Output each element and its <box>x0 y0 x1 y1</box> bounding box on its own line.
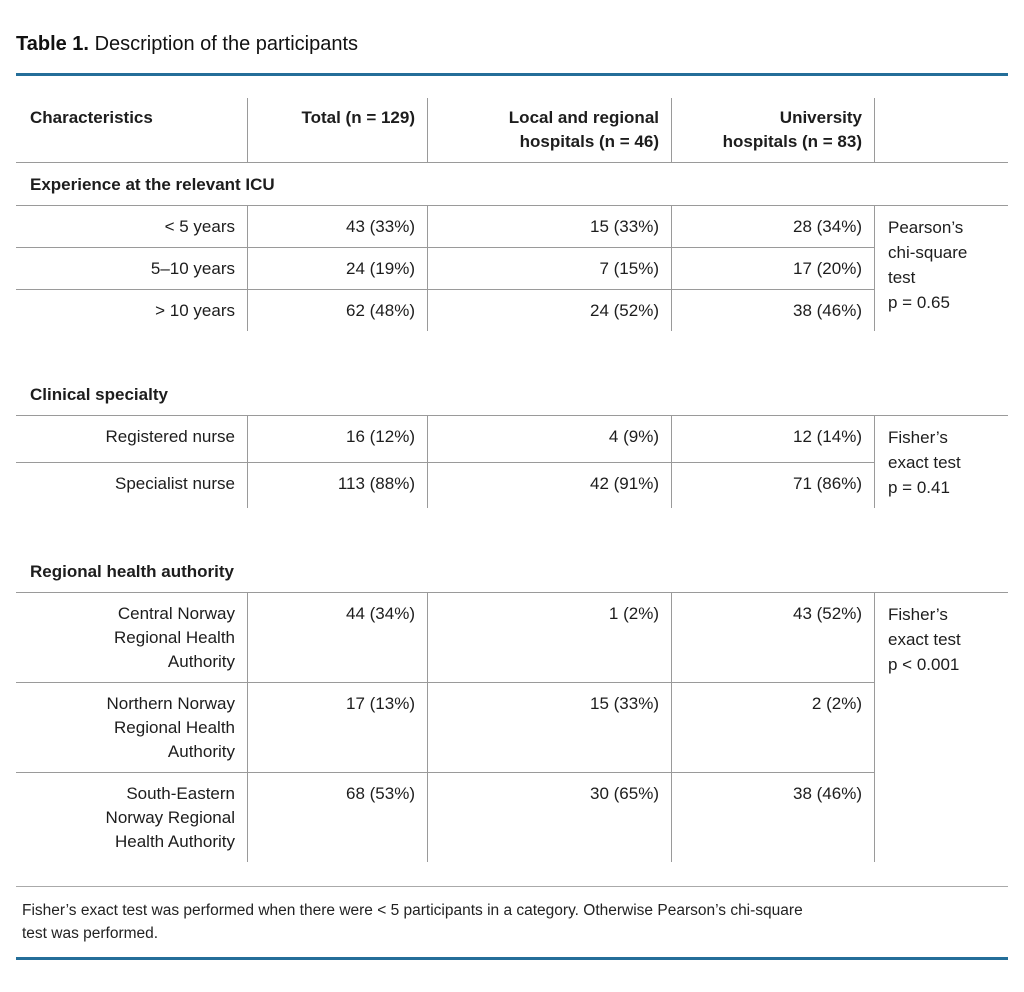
top-accent-rule <box>16 73 1008 76</box>
row-label: 5–10 years <box>16 248 248 290</box>
table-header-row: Characteristics Total (n = 129) Local an… <box>16 98 1008 163</box>
header-test-column <box>875 98 1008 162</box>
section-rows: Registered nurse 16 (12%) 4 (9%) 12 (14%… <box>16 416 1008 508</box>
cell-university: 71 (86%) <box>672 462 875 508</box>
bottom-accent-rule <box>16 957 1008 960</box>
cell-statistical-test: Fisher’s exact test p < 0.001 <box>888 605 961 674</box>
table-title-label: Table 1. <box>16 33 89 55</box>
table-title-text: Description of the participants <box>94 33 359 55</box>
row-label: Central Norway Regional Health Authority <box>16 593 248 683</box>
section-rows: < 5 years 43 (33%) 15 (33%) 28 (34%) Pea… <box>16 206 1008 331</box>
cell-university: 38 (46%) <box>672 290 875 331</box>
cell-statistical-test: Pearson’s chi-square test p = 0.65 <box>888 218 968 312</box>
cell-total: 43 (33%) <box>248 206 428 248</box>
section-heading: Experience at the relevant ICU <box>16 163 1008 206</box>
cell-university: 2 (2%) <box>672 683 875 773</box>
row-label: Northern Norway Regional Health Authorit… <box>16 683 248 773</box>
cell-university: 12 (14%) <box>672 416 875 463</box>
cell-local: 24 (52%) <box>428 290 672 331</box>
cell-total: 44 (34%) <box>248 593 428 683</box>
cell-local: 15 (33%) <box>428 683 672 773</box>
footnote-divider <box>16 886 1008 887</box>
table-footnote: Fisher’s exact test was performed when t… <box>22 902 803 942</box>
section-regional-health-authority: Regional health authority Central Norway… <box>16 550 1008 862</box>
cell-total: 24 (19%) <box>248 248 428 290</box>
cell-total: 113 (88%) <box>248 462 428 508</box>
header-local-regional: Local and regional hospitals (n = 46) <box>428 98 672 162</box>
cell-local: 42 (91%) <box>428 462 672 508</box>
cell-university: 38 (46%) <box>672 773 875 862</box>
row-label: South-Eastern Norway Regional Health Aut… <box>16 773 248 862</box>
table-title: Table 1. Description of the participants <box>16 30 1008 58</box>
cell-local: 7 (15%) <box>428 248 672 290</box>
cell-total: 68 (53%) <box>248 773 428 862</box>
row-label: Specialist nurse <box>16 462 248 508</box>
section-clinical-specialty: Clinical specialty Registered nurse 16 (… <box>16 373 1008 508</box>
header-total: Total (n = 129) <box>248 98 428 162</box>
row-label: Registered nurse <box>16 416 248 463</box>
section-experience: Experience at the relevant ICU < 5 years… <box>16 163 1008 331</box>
cell-local: 1 (2%) <box>428 593 672 683</box>
header-characteristics: Characteristics <box>16 98 248 162</box>
header-university: University hospitals (n = 83) <box>672 98 875 162</box>
cell-statistical-test: Fisher’s exact test p = 0.41 <box>888 428 961 497</box>
cell-total: 62 (48%) <box>248 290 428 331</box>
cell-total: 17 (13%) <box>248 683 428 773</box>
cell-university: 28 (34%) <box>672 206 875 248</box>
cell-university: 17 (20%) <box>672 248 875 290</box>
cell-local: 15 (33%) <box>428 206 672 248</box>
cell-local: 30 (65%) <box>428 773 672 862</box>
page: Table 1. Description of the participants… <box>0 30 1024 960</box>
row-label: < 5 years <box>16 206 248 248</box>
row-label: > 10 years <box>16 290 248 331</box>
cell-local: 4 (9%) <box>428 416 672 463</box>
cell-total: 16 (12%) <box>248 416 428 463</box>
cell-university: 43 (52%) <box>672 593 875 683</box>
section-rows: Central Norway Regional Health Authority… <box>16 593 1008 862</box>
section-heading: Regional health authority <box>16 550 1008 593</box>
section-heading: Clinical specialty <box>16 373 1008 416</box>
